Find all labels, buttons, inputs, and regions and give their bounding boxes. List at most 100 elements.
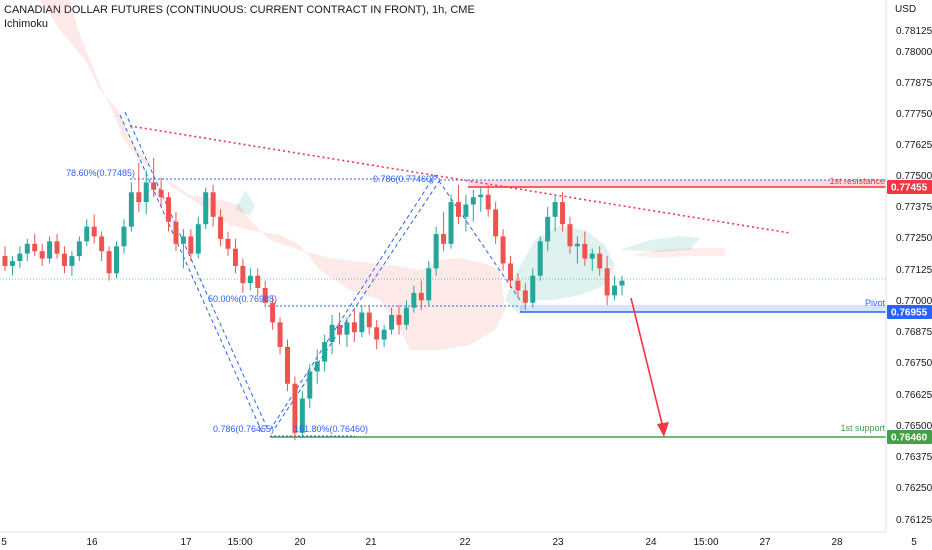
x-tick-label: 20 (294, 537, 306, 548)
pattern-leg (124, 111, 269, 431)
candle (589, 253, 595, 259)
x-tick-label: 21 (365, 537, 377, 548)
candle (582, 243, 588, 259)
y-tick-label: 0.77250 (896, 233, 932, 244)
candle (426, 268, 432, 301)
fib-label: 0.786(0.76455) (213, 424, 274, 434)
candle (545, 216, 551, 242)
candle (262, 288, 268, 303)
price-tag-label: 0.76460 (891, 433, 928, 444)
x-tick-label: 28 (831, 537, 843, 548)
candles-layer (2, 157, 625, 441)
candle (277, 322, 283, 347)
candle (522, 290, 528, 303)
candle (270, 302, 276, 323)
indicator-label[interactable]: Ichimoku (4, 18, 49, 30)
candle (136, 192, 142, 203)
y-tick-label: 0.77750 (896, 109, 932, 120)
currency-label: USD (895, 4, 916, 15)
x-tick-label: 24 (645, 537, 657, 548)
candle (329, 324, 335, 343)
candle (478, 194, 484, 198)
y-tick-label: 0.76500 (896, 421, 932, 432)
labels-layer: 78.60%(0.77485) 0.786(0.77460) 50.00%(0.76… (66, 168, 885, 434)
candle (180, 236, 186, 244)
y-tick-label: 0.77125 (896, 265, 932, 276)
cloud-bullish (505, 225, 615, 315)
level-label: 1st support (840, 423, 885, 433)
candle (396, 315, 402, 325)
candle (225, 238, 231, 249)
candle (314, 361, 320, 372)
x-tick-label: 27 (759, 537, 771, 548)
candle (240, 265, 246, 284)
cloud-bearish (630, 248, 725, 258)
x-tick-label: 16 (86, 537, 98, 548)
candle (84, 226, 90, 242)
x-tick-label: 22 (459, 537, 471, 548)
y-tick-label: 0.76625 (896, 390, 932, 401)
price-tag (887, 180, 932, 194)
y-tick-label: 0.78125 (896, 26, 932, 37)
y-tick-label: 0.76125 (896, 515, 932, 526)
candle (418, 292, 424, 301)
candle (337, 324, 343, 335)
candle (299, 398, 305, 433)
candle (121, 226, 127, 247)
fib-label: 0.786(0.77460) (373, 174, 434, 184)
x-tick-label: 23 (552, 537, 564, 548)
x-tick-label: 5 (1, 537, 7, 548)
candle (359, 312, 365, 333)
candle (552, 202, 558, 217)
candle (173, 221, 179, 244)
y-tick-label: 0.77500 (896, 171, 932, 182)
candle (99, 236, 105, 252)
candle (69, 256, 75, 266)
trendline (129, 125, 791, 234)
candle (344, 322, 350, 335)
candle (612, 285, 618, 296)
candle (143, 182, 149, 203)
pattern-leg (269, 174, 436, 431)
candle (247, 275, 253, 284)
price-tag-label: 0.77455 (891, 183, 928, 194)
candle (158, 189, 164, 198)
candle (128, 192, 134, 227)
y-tick-label: 0.76250 (896, 483, 932, 494)
level-label: 1st resistance (829, 176, 885, 186)
y-tick-label: 0.77875 (896, 78, 932, 89)
pattern-leg (119, 114, 263, 433)
y-tick-label: 0.77375 (896, 202, 932, 213)
candle (47, 241, 53, 259)
candle (24, 243, 30, 254)
candle (76, 241, 82, 257)
x-tick-label: 15:00 (227, 537, 252, 548)
candle (441, 233, 447, 244)
candle (218, 216, 224, 239)
candle (389, 315, 395, 330)
candle (166, 197, 172, 222)
resistance-zone (468, 180, 886, 188)
fib-label: 50.00%(0.76985) (208, 294, 277, 304)
cloud-bullish (235, 190, 255, 215)
candle (2, 256, 8, 266)
candle (292, 383, 298, 433)
y-tick-label: 0.76750 (896, 358, 932, 369)
price-tag (887, 305, 932, 319)
y-tick-label: 0.78000 (896, 47, 932, 58)
candle (515, 280, 521, 291)
arrow-head (657, 422, 669, 437)
candle (9, 260, 15, 266)
x-tick-label: 15:00 (693, 537, 718, 548)
fib-label: 161.80%(0.76460) (294, 424, 368, 434)
candle (537, 241, 543, 276)
candle (91, 226, 97, 237)
candle (470, 197, 476, 205)
y-tick-label: 0.76375 (896, 452, 932, 463)
candle (32, 243, 38, 252)
y-tick-label: 0.76875 (896, 327, 932, 338)
candle (54, 241, 60, 254)
